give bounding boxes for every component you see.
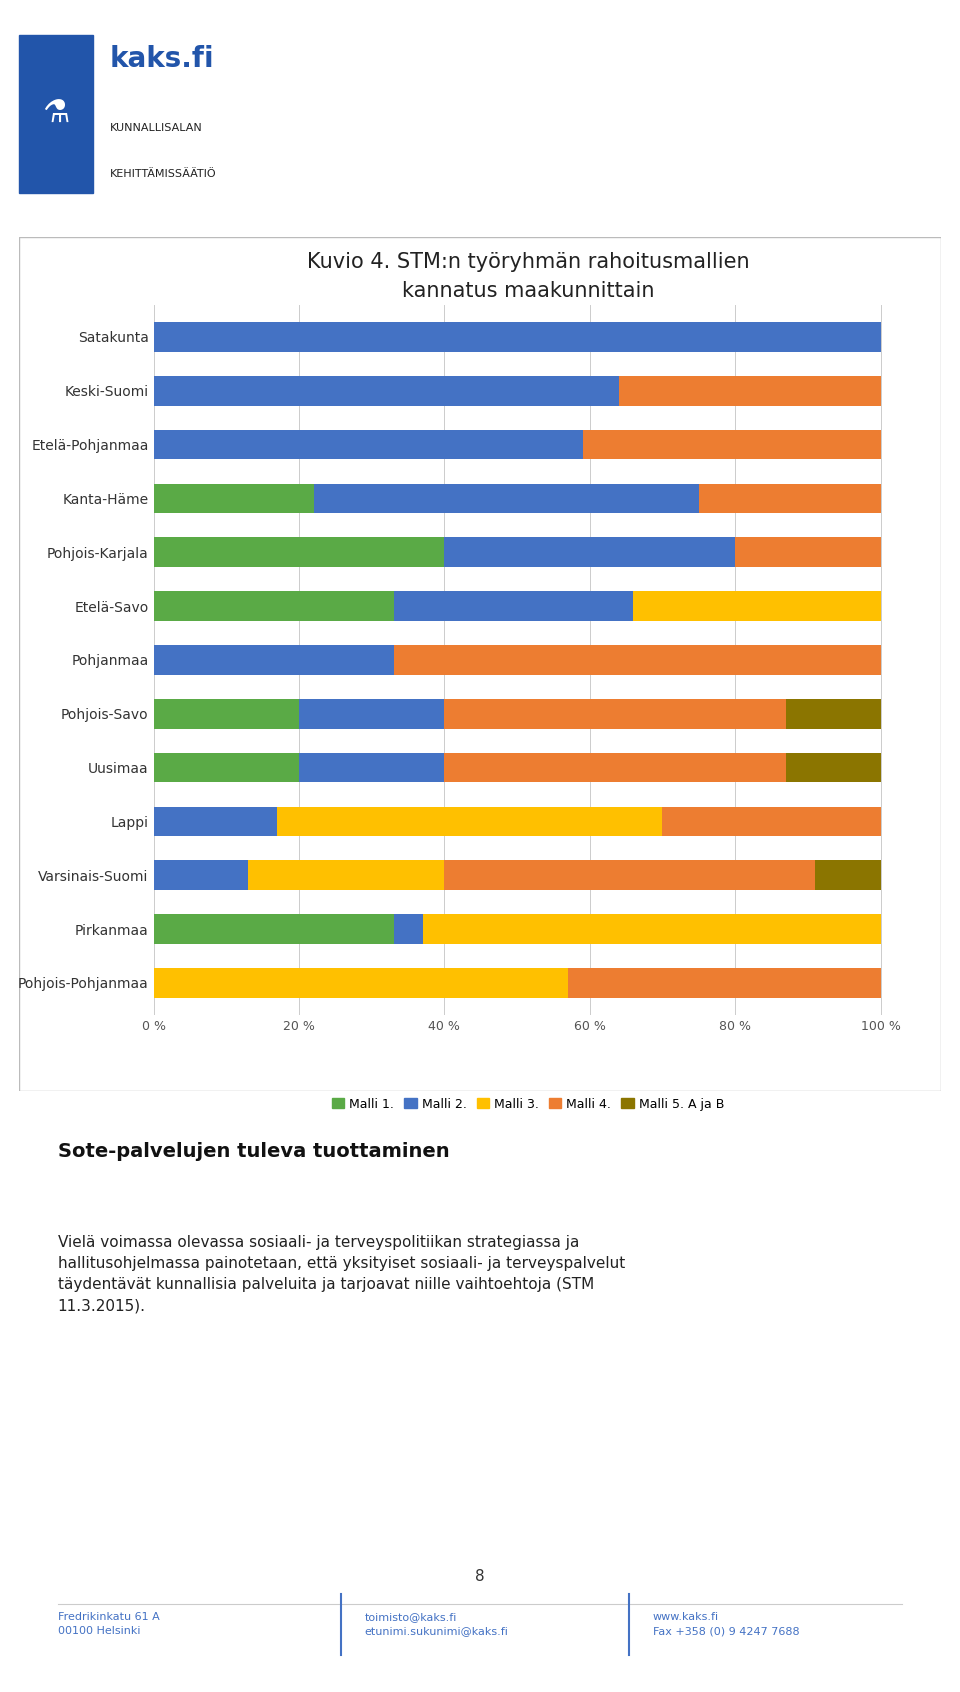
Bar xyxy=(19,36,93,193)
Bar xyxy=(815,861,880,890)
Bar xyxy=(699,484,880,513)
Text: ⚗: ⚗ xyxy=(42,100,70,129)
Text: kaks.fi: kaks.fi xyxy=(109,46,214,73)
Bar xyxy=(444,538,735,567)
Bar xyxy=(154,430,583,459)
Bar xyxy=(248,861,444,890)
Text: www.kaks.fi
Fax +358 (0) 9 4247 7688: www.kaks.fi Fax +358 (0) 9 4247 7688 xyxy=(653,1612,800,1636)
Text: Sote-palvelujen tuleva tuottaminen: Sote-palvelujen tuleva tuottaminen xyxy=(58,1142,449,1161)
Bar xyxy=(299,699,444,729)
Bar xyxy=(394,591,634,621)
Bar xyxy=(154,807,277,836)
Bar xyxy=(154,376,619,406)
Bar xyxy=(394,645,880,675)
Bar xyxy=(568,968,880,998)
Bar xyxy=(583,430,880,459)
Bar xyxy=(154,645,394,675)
Bar xyxy=(154,699,299,729)
Bar xyxy=(444,753,786,782)
Legend: Malli 1., Malli 2., Malli 3., Malli 4., Malli 5. A ja B: Malli 1., Malli 2., Malli 3., Malli 4., … xyxy=(326,1093,730,1115)
Text: KEHITTÄMISSÄÄTIÖ: KEHITTÄMISSÄÄTIÖ xyxy=(109,169,217,179)
Bar xyxy=(154,484,314,513)
Bar xyxy=(422,914,880,944)
Bar xyxy=(786,753,880,782)
Text: KUNNALLISALAN: KUNNALLISALAN xyxy=(109,124,203,132)
Text: 8: 8 xyxy=(475,1570,485,1584)
Bar xyxy=(154,861,248,890)
Bar xyxy=(277,807,662,836)
Text: Vielä voimassa olevassa sosiaali- ja terveyspolitiikan strategiassa ja
hallituso: Vielä voimassa olevassa sosiaali- ja ter… xyxy=(58,1235,625,1313)
Bar xyxy=(662,807,880,836)
Bar xyxy=(619,376,880,406)
Bar xyxy=(154,321,880,352)
FancyBboxPatch shape xyxy=(19,237,941,1091)
Text: toimisto@kaks.fi
etunimi.sukunimi@kaks.fi: toimisto@kaks.fi etunimi.sukunimi@kaks.f… xyxy=(365,1612,509,1636)
Bar xyxy=(299,753,444,782)
Bar xyxy=(154,914,394,944)
Bar xyxy=(444,699,786,729)
Bar xyxy=(634,591,880,621)
Bar xyxy=(154,968,568,998)
Bar xyxy=(154,753,299,782)
Bar xyxy=(154,538,444,567)
Bar xyxy=(314,484,699,513)
Text: Fredrikinkatu 61 A
00100 Helsinki: Fredrikinkatu 61 A 00100 Helsinki xyxy=(58,1612,159,1636)
Bar xyxy=(444,861,815,890)
Text: kannatus maakunnittain: kannatus maakunnittain xyxy=(401,281,655,301)
Bar xyxy=(786,699,880,729)
Bar xyxy=(735,538,880,567)
Bar xyxy=(154,591,394,621)
Text: Kuvio 4. STM:n työryhmän rahoitusmallien: Kuvio 4. STM:n työryhmän rahoitusmallien xyxy=(306,252,750,272)
Bar xyxy=(394,914,422,944)
